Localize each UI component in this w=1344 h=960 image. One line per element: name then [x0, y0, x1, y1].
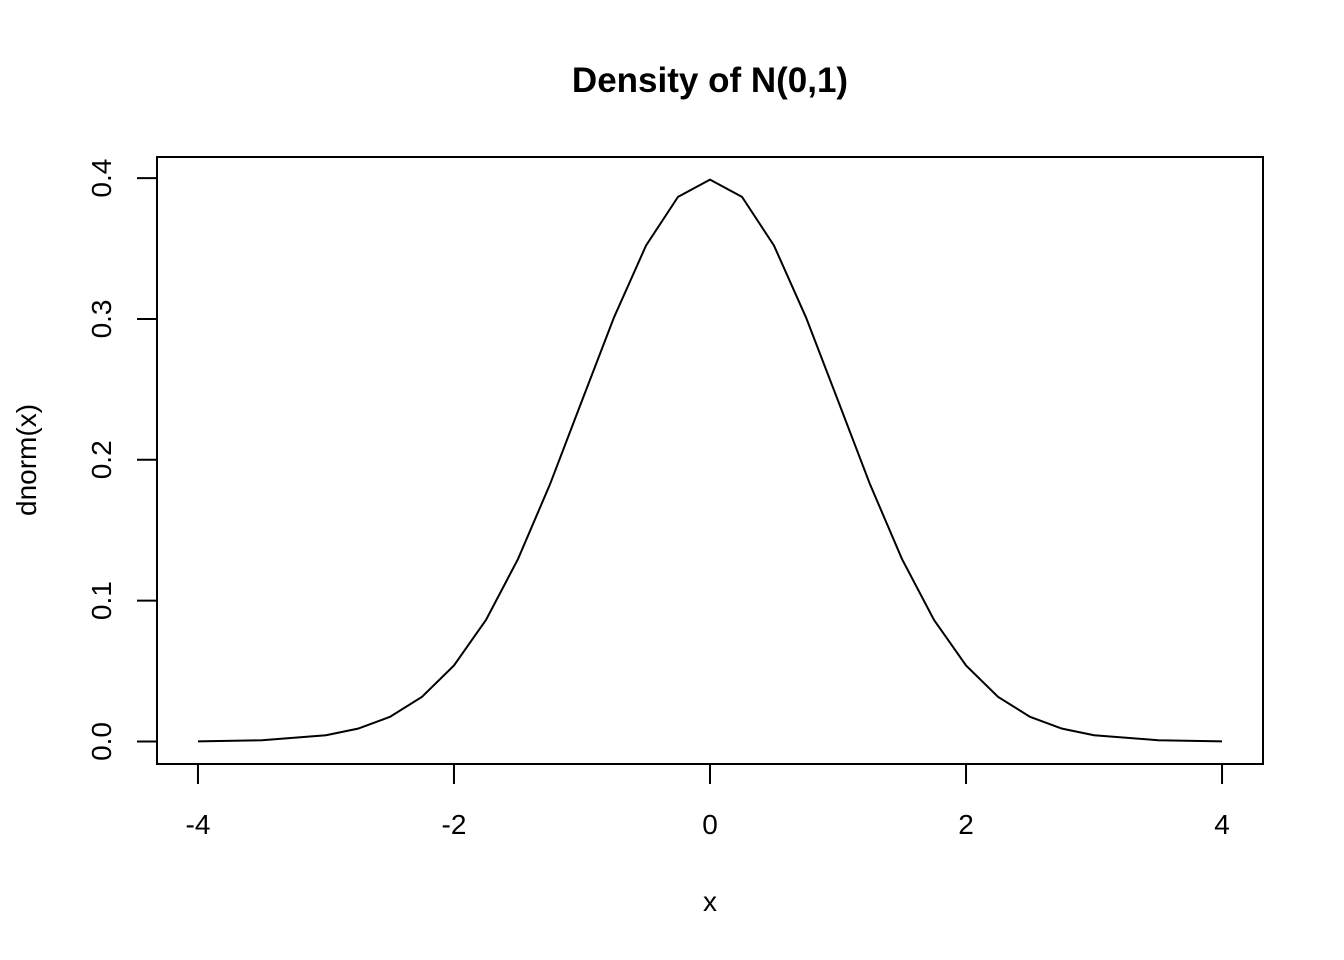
x-tick-label: -4 [186, 809, 211, 840]
x-tick-label: -2 [442, 809, 467, 840]
y-tick-label: 0.4 [86, 159, 117, 198]
y-tick-label: 0.0 [86, 722, 117, 761]
x-tick-label: 4 [1214, 809, 1230, 840]
chart-title: Density of N(0,1) [572, 61, 848, 100]
y-axis-label: dnorm(x) [11, 404, 42, 516]
plot-area-frame [156, 156, 1264, 765]
x-axis: -4 -2 0 2 4 [186, 763, 1230, 840]
x-tick-label: 0 [702, 809, 718, 840]
y-tick-label: 0.3 [86, 299, 117, 338]
y-tick-label: 0.1 [86, 581, 117, 620]
density-curve-line [197, 178, 1223, 743]
y-tick-label: 0.2 [86, 440, 117, 479]
x-tick-label: 2 [958, 809, 974, 840]
y-axis: 0.0 0.1 0.2 0.3 0.4 [86, 159, 158, 761]
x-axis-label: x [703, 886, 717, 917]
